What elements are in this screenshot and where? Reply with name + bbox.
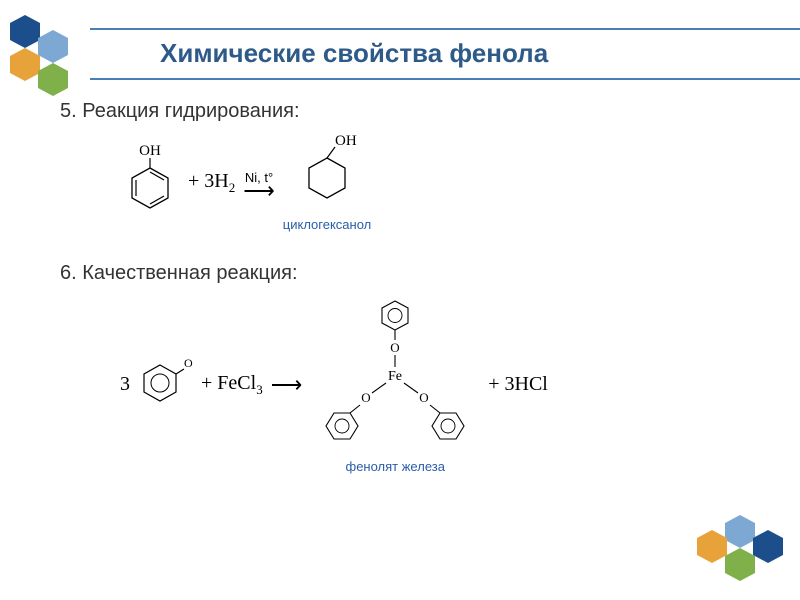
cyclohexanol-molecule: OH циклогексанол	[283, 133, 371, 232]
header-line-top	[90, 28, 800, 30]
hex-decoration-top-left	[5, 10, 105, 105]
svg-text:O: O	[362, 390, 371, 405]
svg-text:O: O	[391, 340, 400, 355]
svg-text:OH: OH	[184, 356, 193, 370]
hydrogen-reagent: + 3H2	[188, 170, 235, 196]
hex-decoration-bottom-right	[695, 510, 795, 595]
iron-phenolate-complex: O Fe O O фенолят желе	[310, 295, 480, 474]
section6-label: 6. Качественная реакция:	[60, 262, 740, 285]
iron-phenolate-label: фенолят железа	[346, 459, 445, 474]
section5-label: 5. Реакция гидрирования:	[60, 100, 740, 123]
svg-text:O: O	[420, 390, 429, 405]
cyclohexanol-label: циклогексанол	[283, 217, 371, 232]
svg-text:OH: OH	[139, 143, 161, 159]
svg-text:Fe: Fe	[388, 369, 402, 384]
hcl-byproduct: + 3HCl	[488, 373, 548, 396]
phenol-coeff: 3	[120, 373, 130, 396]
svg-text:OH: OH	[335, 133, 357, 149]
phenol-molecule-2: OH	[138, 355, 193, 415]
reaction-arrow: Ni, t° ⟶	[243, 170, 275, 196]
phenol-molecule: OH	[120, 143, 180, 223]
page-title: Химические свойства фенола	[160, 38, 548, 69]
reaction-qualitative: 3 OH + FeCl3 ⟶ O	[120, 295, 740, 474]
header-line-bottom	[90, 78, 800, 80]
reaction-arrow-2: ⟶	[271, 379, 303, 390]
fecl3-reagent: + FeCl3	[201, 372, 263, 398]
reaction-hydrogenation: OH + 3H2 Ni, t° ⟶ OH	[120, 133, 740, 232]
